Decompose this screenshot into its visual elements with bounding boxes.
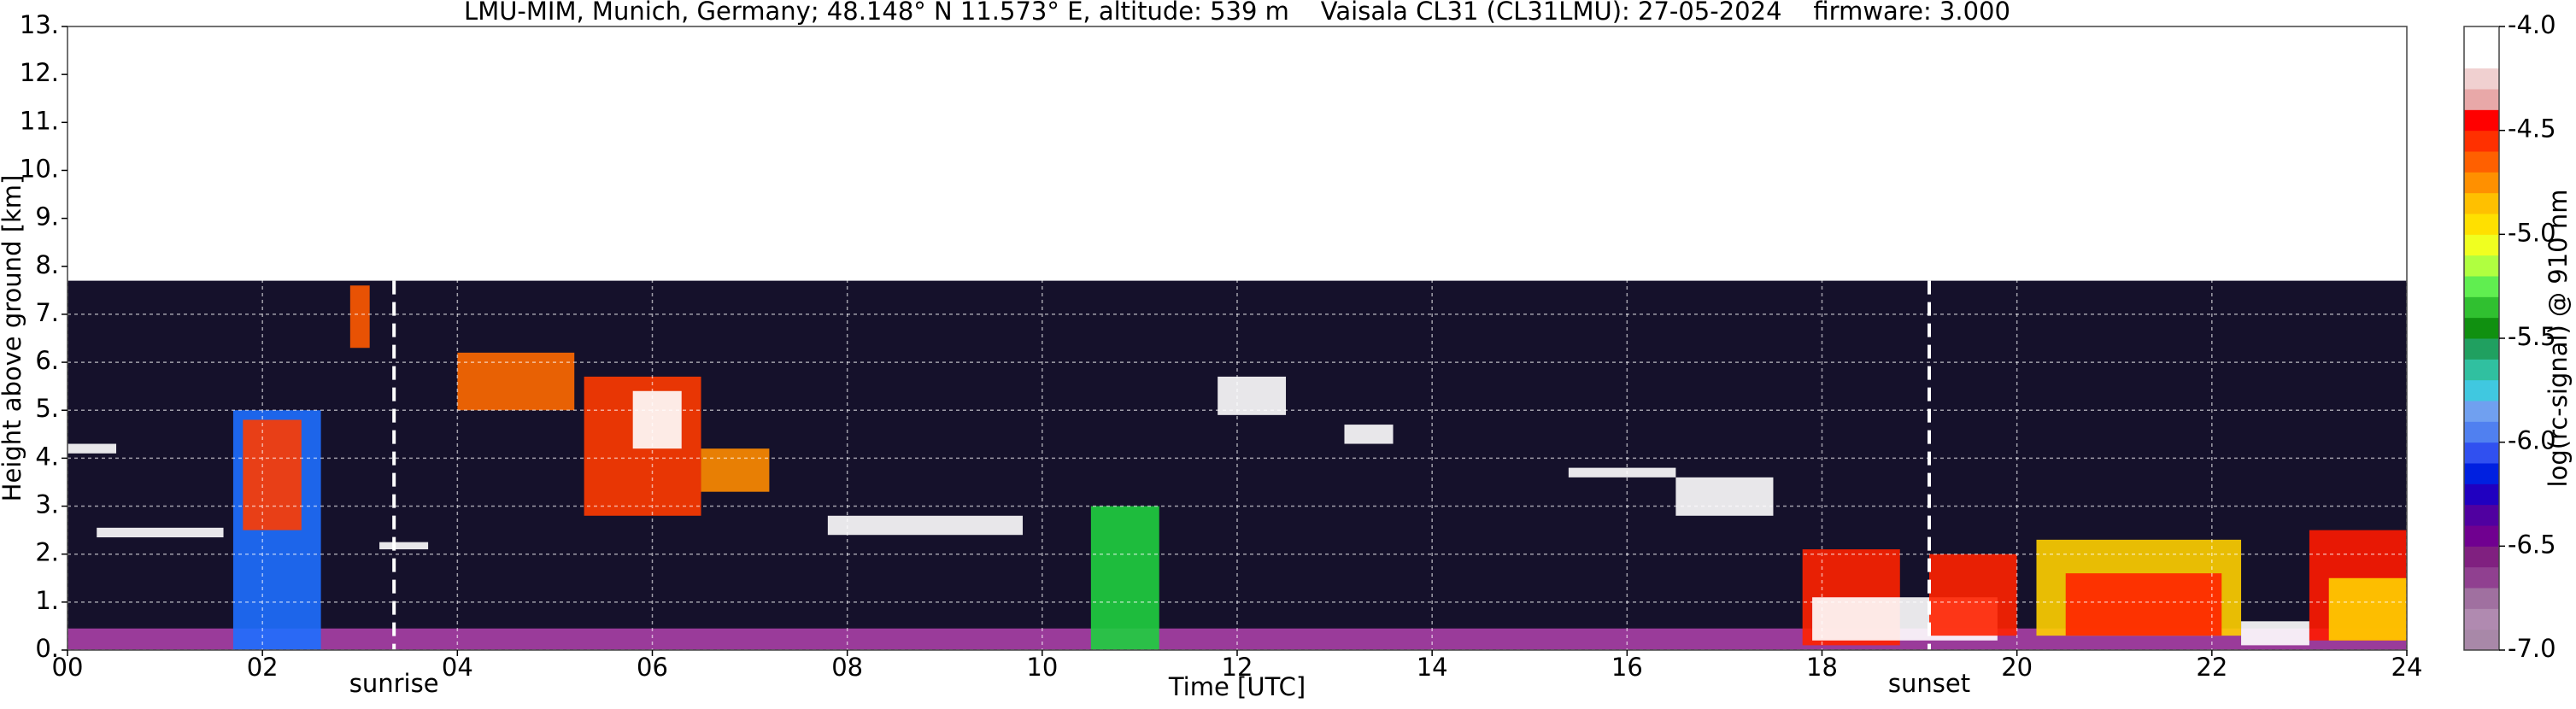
x-tick-label: 00 xyxy=(52,653,84,682)
signal-patch xyxy=(2241,621,2309,646)
colorbar-swatch xyxy=(2464,276,2499,297)
y-tick-label: 0. xyxy=(35,634,59,663)
colorbar-swatch xyxy=(2464,234,2499,256)
signal-patch xyxy=(379,542,429,550)
x-tick-label: 18 xyxy=(1806,653,1838,682)
signal-patch xyxy=(67,443,117,454)
colorbar-swatch xyxy=(2464,192,2499,214)
colorbar-swatch xyxy=(2464,504,2499,526)
y-tick-label: 5. xyxy=(35,394,59,423)
colorbar-swatch xyxy=(2464,463,2499,484)
chart-title: LMU-MIM, Munich, Germany; 48.148° N 11.5… xyxy=(464,0,2010,26)
signal-patch xyxy=(1090,506,1159,650)
colorbar-swatch xyxy=(2464,338,2499,360)
signal-patch xyxy=(1568,467,1676,478)
colorbar-swatch xyxy=(2464,151,2499,173)
colorbar-swatch xyxy=(2464,67,2499,90)
colorbar-swatch xyxy=(2464,89,2499,110)
colorbar-tick-label: -6.5 xyxy=(2508,530,2556,559)
y-tick-label: 11. xyxy=(20,106,59,135)
x-tick-label: 16 xyxy=(1611,653,1643,682)
x-axis-label: Time [UTC] xyxy=(1168,672,1306,701)
colorbar-swatch xyxy=(2464,130,2499,152)
colorbar-swatch xyxy=(2464,546,2499,568)
y-tick-label: 2. xyxy=(35,538,59,567)
signal-patch xyxy=(1928,554,2017,636)
colorbar-tick-label: -4.5 xyxy=(2508,114,2556,144)
colorbar-swatch xyxy=(2464,566,2499,589)
signal-patch xyxy=(2065,573,2222,636)
x-tick-label: 06 xyxy=(637,653,668,682)
x-tick-label: 22 xyxy=(2196,653,2227,682)
x-tick-label: 04 xyxy=(442,653,473,682)
colorbar-tick-label: -4.0 xyxy=(2508,10,2556,39)
colorbar-swatch xyxy=(2464,379,2499,401)
signal-patch xyxy=(827,515,1024,536)
y-tick-label: 1. xyxy=(35,586,59,615)
signal-patch xyxy=(97,527,224,538)
x-tick-label: 24 xyxy=(2391,653,2423,682)
y-tick-label: 3. xyxy=(35,490,59,519)
y-tick-label: 10. xyxy=(20,154,59,183)
colorbar-swatch xyxy=(2464,109,2499,132)
colorbar-swatch xyxy=(2464,255,2499,277)
signal-patch xyxy=(243,419,302,530)
colorbar-swatch xyxy=(2464,608,2499,630)
colorbar-label: log(rc-signal) @ 910 nm xyxy=(2544,190,2573,488)
signal-patch xyxy=(632,390,682,449)
signal-patch xyxy=(1344,425,1394,444)
colorbar-swatch xyxy=(2464,214,2499,235)
y-tick-label: 13. xyxy=(20,10,59,39)
y-tick-label: 12. xyxy=(20,58,59,87)
y-tick-label: 6. xyxy=(35,346,59,375)
x-tick-label: 12 xyxy=(1222,653,1253,682)
x-tick-label: 10 xyxy=(1026,653,1058,682)
colorbar-swatch xyxy=(2464,317,2499,339)
colorbar-swatch xyxy=(2464,525,2499,547)
signal-patch xyxy=(1675,477,1774,516)
x-tick-label: 14 xyxy=(1417,653,1448,682)
colorbar-swatch xyxy=(2464,588,2499,609)
colorbar-tick-label: -7.0 xyxy=(2508,634,2556,663)
colorbar-swatch xyxy=(2464,401,2499,422)
colorbar-swatch xyxy=(2464,26,2499,48)
colorbar-swatch xyxy=(2464,296,2499,319)
x-tick-label: 08 xyxy=(831,653,863,682)
signal-patch xyxy=(701,448,770,492)
y-axis-label: Height above ground [km] xyxy=(0,175,26,502)
signal-patch xyxy=(2328,577,2407,641)
signal-patch xyxy=(349,285,370,349)
y-tick-label: 8. xyxy=(35,250,59,279)
colorbar-swatch xyxy=(2464,421,2499,443)
signal-patch xyxy=(457,352,575,411)
colorbar-tick-label: -6.0 xyxy=(2508,426,2556,455)
y-tick-label: 9. xyxy=(35,202,59,231)
colorbar-swatch xyxy=(2464,442,2499,464)
colorbar-swatch xyxy=(2464,47,2499,69)
colorbar-swatch xyxy=(2464,483,2499,506)
colorbar-swatch xyxy=(2464,629,2499,651)
x-tick-label: 02 xyxy=(247,653,279,682)
colorbar-tick-label: -5.5 xyxy=(2508,322,2556,351)
x-tick-label: 20 xyxy=(2001,653,2033,682)
y-tick-label: 4. xyxy=(35,442,59,471)
colorbar-swatch xyxy=(2464,172,2499,194)
annotation-label: sunrise xyxy=(349,669,439,698)
annotation-label: sunset xyxy=(1888,669,1970,698)
colorbar-swatch xyxy=(2464,359,2499,381)
signal-patch xyxy=(1218,376,1287,415)
colorbar-tick-label: -5.0 xyxy=(2508,218,2556,247)
y-tick-label: 7. xyxy=(35,298,59,327)
